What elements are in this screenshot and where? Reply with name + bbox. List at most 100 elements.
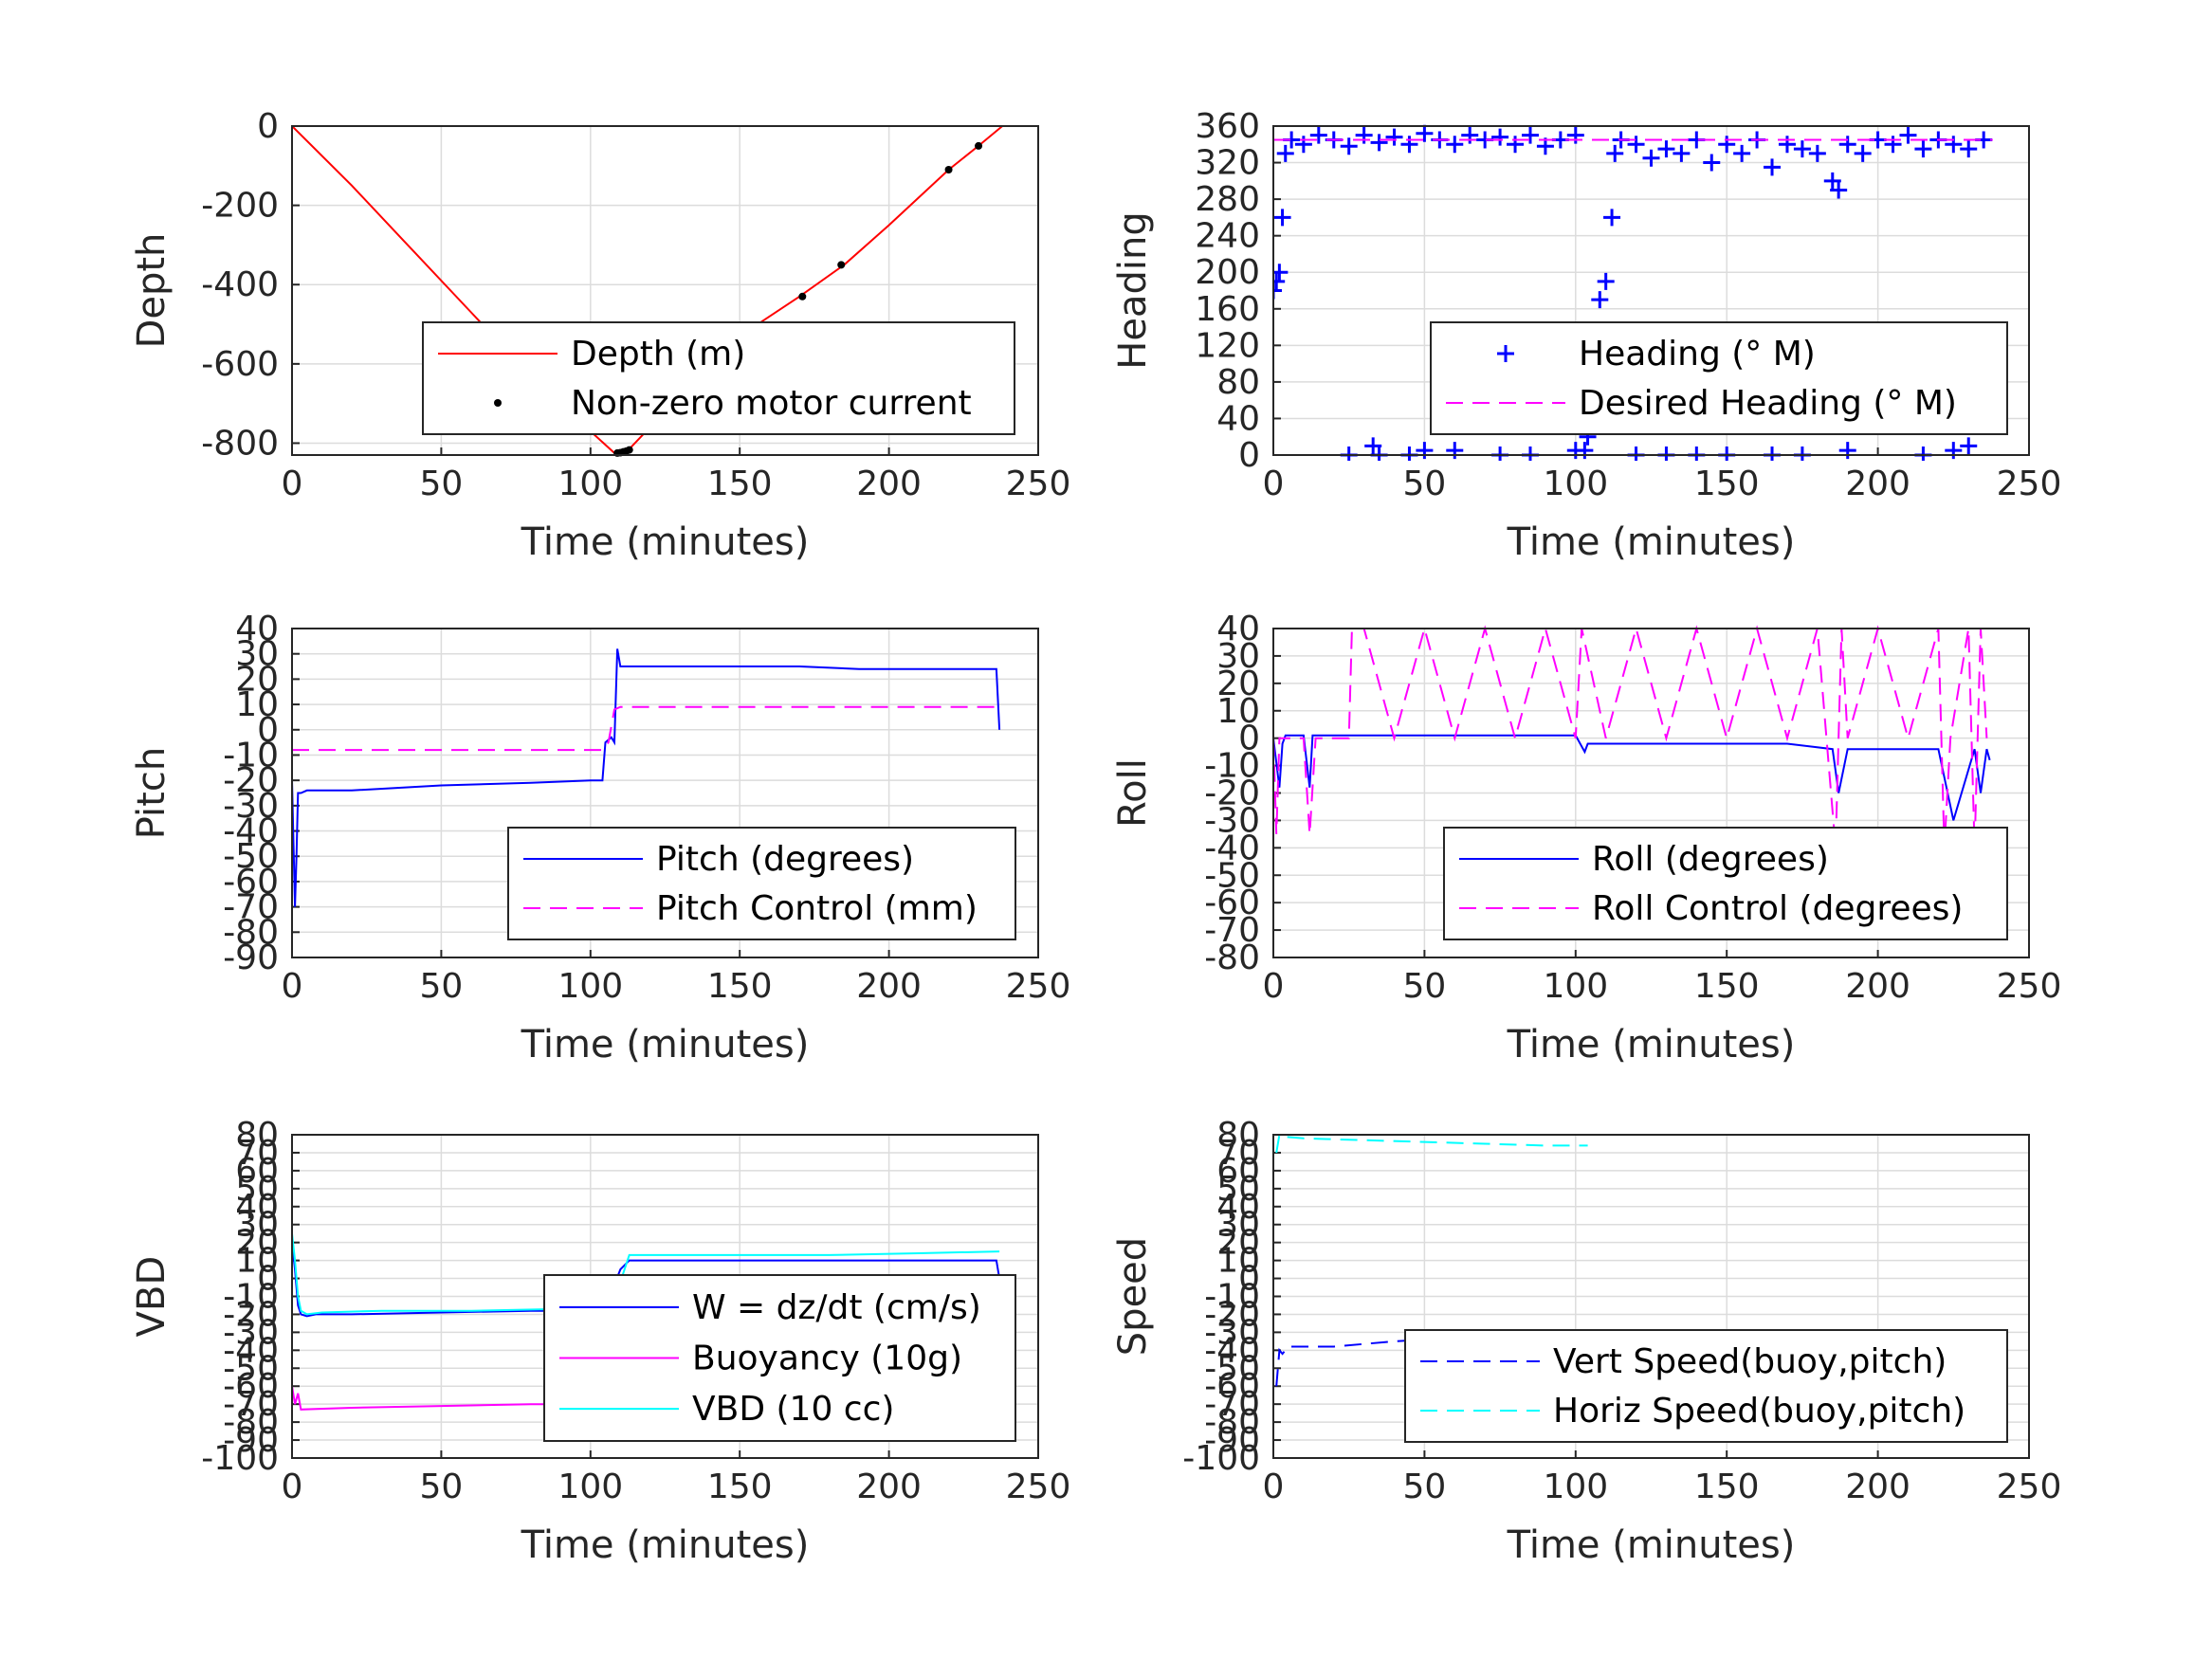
depth-ylabel: Depth (130, 233, 174, 349)
depth-ytick-label: -200 (201, 187, 279, 226)
vbd-ytick-label: -50 (223, 1349, 279, 1388)
depth-xtick-label: 50 (419, 465, 463, 503)
depth-legend-box (422, 321, 1015, 435)
speed-ytick-label: -70 (1204, 1385, 1260, 1424)
depth-axes-frame (291, 125, 1039, 456)
speed-xtick-label: 250 (1997, 1468, 2062, 1506)
roll-ylabel: Roll (1111, 758, 1155, 828)
heading-xtick-label: 50 (1402, 465, 1446, 503)
vbd-xtick-label: 250 (1006, 1468, 1071, 1506)
roll-ytick-label: 30 (1216, 637, 1260, 676)
heading-series-1-point (1606, 144, 1624, 162)
heading-series-1-point (1733, 144, 1751, 162)
depth-legend-entry-1-label: Depth (m) (571, 335, 745, 374)
heading-series-1-point (1591, 291, 1609, 309)
heading-xtick-label: 200 (1845, 465, 1910, 503)
pitch-ytick-label: -90 (223, 939, 279, 977)
vbd-ytick-label: 30 (235, 1206, 279, 1245)
speed-ytick-label: -20 (1204, 1295, 1260, 1334)
roll-legend: Roll (degrees) Roll Control (degrees) (1443, 827, 2008, 940)
heading-series-1-point (1884, 136, 1902, 154)
heading-series-1-point (1309, 126, 1327, 144)
pitch-ytick-label: -20 (223, 761, 279, 800)
heading-ytick-label: 0 (1238, 436, 1260, 475)
vbd-xlabel: Time (minutes) (521, 1523, 810, 1567)
heading-series-1-point (1273, 209, 1291, 227)
vbd-ytick-label: -40 (223, 1331, 279, 1370)
speed-ytick-label: 20 (1216, 1224, 1260, 1263)
vbd-ytick-label: 40 (235, 1188, 279, 1227)
pitch-ytick-label: -10 (223, 736, 279, 775)
vbd-ytick-label: 20 (235, 1224, 279, 1263)
speed-ytick-label: 30 (1216, 1206, 1260, 1245)
pitch-xtick-label: 50 (419, 967, 463, 1006)
pitch-legend-box (507, 827, 1016, 940)
pitch-plot-area (292, 648, 1001, 907)
pitch-ytick-label: -50 (223, 837, 279, 876)
roll-xtick-label: 250 (1997, 967, 2062, 1006)
speed-xtick-label: 100 (1543, 1468, 1608, 1506)
heading-xlabel: Time (minutes) (1507, 520, 1796, 564)
heading-series-1-point (1461, 126, 1479, 144)
depth-xtick-label: 100 (558, 465, 623, 503)
roll-ytick-label: -70 (1204, 911, 1260, 950)
vbd-ytick-label: 60 (235, 1152, 279, 1191)
heading-ytick-label: 320 (1195, 144, 1260, 183)
vbd-ytick-label: 70 (235, 1134, 279, 1173)
speed-ytick-label: 80 (1216, 1116, 1260, 1155)
speed-chart: 0 50 100 150 200 25080706050403020100-10-20-3… (1111, 1116, 2061, 1567)
heading-series-1-point (1566, 126, 1584, 144)
speed-axes-frame (1272, 1134, 2030, 1459)
heading-series-1-point (1823, 172, 1841, 190)
vbd-xtick-label: 0 (282, 1468, 303, 1506)
roll-series-1-line (1273, 734, 1991, 821)
roll-axes-frame (1272, 628, 2030, 958)
heading-xtick-label: 0 (1263, 465, 1285, 503)
speed-xtick-label: 0 (1263, 1468, 1285, 1506)
roll-ytick-label: -10 (1204, 747, 1260, 786)
pitch-series-2-line (292, 705, 1000, 752)
depth-legend-entry-2-label: Non-zero motor current (571, 384, 972, 423)
heading-series-1-point (1446, 136, 1464, 154)
speed-ylabel: Speed (1111, 1237, 1155, 1356)
heading-ytick-label: 120 (1195, 326, 1260, 365)
speed-series-1-line (1275, 1335, 1588, 1387)
vbd-legend-entry-3-label: VBD (10 cc) (692, 1390, 894, 1429)
vbd-xtick-label: 100 (558, 1468, 623, 1506)
depth-xtick-label: 250 (1006, 465, 1071, 503)
roll-ytick-label: -40 (1204, 829, 1260, 867)
heading-series-1-point (1793, 140, 1811, 158)
heading-series-1-point (1854, 144, 1872, 162)
speed-ytick-label: -90 (1204, 1421, 1260, 1460)
heading-series-1-point (1945, 442, 1963, 460)
heading-series-1-point (1703, 154, 1721, 172)
depth-series-2-point (625, 446, 633, 454)
roll-xtick-label: 100 (1543, 967, 1608, 1006)
vbd-ytick-label: -10 (223, 1278, 279, 1317)
vbd-series-2-line (292, 1386, 603, 1411)
heading-series-1-point (1521, 126, 1539, 144)
heading-series-1-point (1838, 442, 1856, 460)
heading-series-1-point (1576, 442, 1594, 460)
speed-legend-entry-2-label: Horiz Speed(buoy,pitch) (1553, 1392, 1965, 1431)
vbd-ytick-label: -20 (223, 1295, 279, 1334)
speed-ytick-label: 40 (1216, 1188, 1260, 1227)
heading-series-1-point (1276, 144, 1294, 162)
roll-ytick-label: -20 (1204, 775, 1260, 813)
roll-ytick-label: -50 (1204, 856, 1260, 895)
vbd-ytick-label: 0 (257, 1260, 279, 1299)
heading-series-1-point (1627, 136, 1645, 154)
roll-xtick-label: 0 (1263, 967, 1285, 1006)
speed-ytick-label: -30 (1204, 1313, 1260, 1352)
depth-series-2-point (975, 141, 983, 150)
vbd-ylabel: VBD (130, 1256, 174, 1338)
pitch-legend-entry-1-label: Pitch (degrees) (656, 840, 914, 879)
pitch-axes-frame (291, 628, 1039, 958)
heading-series-1-point (1273, 282, 1282, 300)
heading-ytick-label: 360 (1195, 107, 1260, 146)
roll-legend-entry-1-label: Roll (degrees) (1592, 840, 1829, 879)
vbd-ytick-label: -30 (223, 1313, 279, 1352)
heading-series-1-point (1364, 437, 1382, 455)
speed-ytick-label: -40 (1204, 1331, 1260, 1370)
pitch-xtick-label: 100 (558, 967, 623, 1006)
